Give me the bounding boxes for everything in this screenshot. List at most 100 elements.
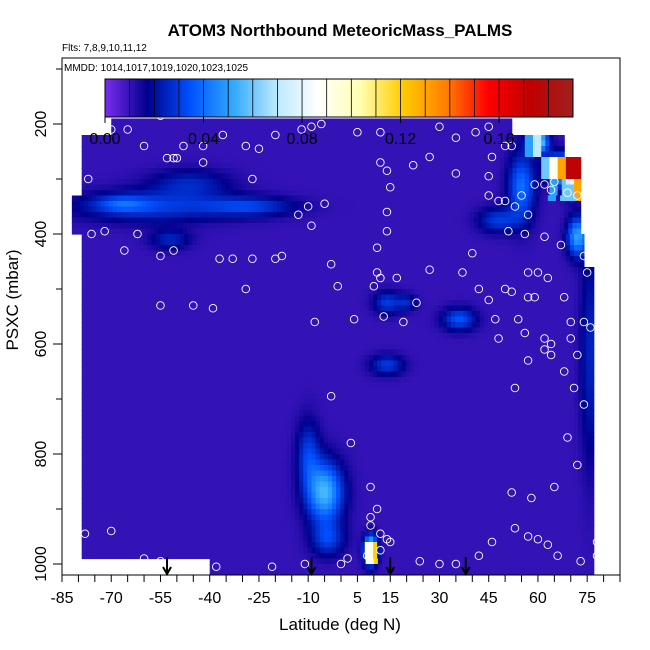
heatmap-cell (455, 184, 460, 191)
heatmap-cell (561, 316, 567, 323)
heatmap-cell (553, 239, 559, 246)
heatmap-cell (424, 212, 430, 219)
heatmap-cell (291, 124, 297, 131)
heatmap-cell (307, 140, 313, 147)
heatmap-cell (155, 327, 161, 334)
heatmap-cell (315, 289, 321, 296)
heatmap-cell (455, 338, 460, 345)
heatmap-cell (364, 267, 370, 274)
heatmap-cell (122, 151, 128, 158)
heatmap-cell (208, 289, 214, 296)
heatmap-cell (315, 267, 321, 274)
heatmap-cell (356, 267, 362, 274)
heatmap-cell (364, 234, 370, 241)
heatmap-cell (130, 234, 136, 241)
heatmap-cell (561, 338, 567, 345)
heatmap-cell (155, 239, 161, 246)
heatmap-cell (307, 316, 313, 323)
heatmap-cell (479, 140, 485, 147)
heatmap-cell (578, 245, 583, 252)
heatmap-cell (249, 278, 255, 285)
heatmap-cell (389, 267, 395, 274)
heatmap-cell (151, 190, 157, 197)
heatmap-cell (114, 316, 120, 323)
heatmap-cell (385, 305, 391, 312)
heatmap-cell (569, 157, 575, 164)
heatmap-cell (426, 151, 432, 158)
heatmap-cell (502, 217, 508, 224)
heatmap-cell (450, 135, 456, 142)
heatmap-cell (455, 129, 461, 136)
heatmap-cell (135, 311, 140, 318)
heatmap-cell (241, 278, 247, 285)
heatmap-cell (319, 157, 325, 164)
heatmap-cell (116, 206, 122, 213)
heatmap-cell (549, 256, 555, 263)
heatmap-cell (110, 333, 116, 340)
heatmap-cell (475, 234, 481, 241)
heatmap-cell (408, 212, 413, 219)
heatmap-cell (299, 234, 304, 241)
heatmap-cell (122, 322, 128, 329)
heatmap-cell (422, 151, 427, 158)
heatmap-cell (527, 217, 532, 224)
heatmap-cell (491, 261, 497, 268)
heatmap-cell (311, 338, 317, 345)
heatmap-cell (170, 195, 176, 202)
heatmap-cell (510, 228, 516, 235)
heatmap-cell (342, 223, 348, 230)
heatmap-cell (397, 278, 403, 285)
heatmap-cell (430, 135, 436, 142)
heatmap-cell (393, 245, 399, 252)
heatmap-cell (295, 184, 300, 191)
heatmap-cell (377, 316, 382, 323)
heatmap-cell (229, 135, 235, 142)
heatmap-cell (270, 239, 276, 246)
heatmap-cell (153, 223, 159, 230)
heatmap-cell (422, 283, 427, 290)
heatmap-cell (459, 157, 464, 164)
heatmap-cell (438, 261, 444, 268)
heatmap-cell (212, 300, 218, 307)
heatmap-cell (151, 173, 157, 180)
heatmap-cell (553, 316, 559, 323)
heatmap-cell (274, 151, 280, 158)
heatmap-cell (278, 272, 284, 279)
heatmap-cell (424, 195, 430, 202)
heatmap-cell (434, 190, 440, 197)
heatmap-cell (270, 261, 276, 268)
heatmap-cell (295, 151, 300, 158)
heatmap-cell (264, 212, 270, 219)
heatmap-cell (492, 129, 498, 136)
heatmap-cell (545, 283, 551, 290)
heatmap-cell (487, 311, 493, 318)
heatmap-cell (274, 322, 280, 329)
heatmap-cell (258, 245, 263, 252)
heatmap-cell (426, 250, 432, 257)
heatmap-cell (336, 157, 341, 164)
heatmap-cell (450, 322, 456, 329)
heatmap-cell (126, 151, 132, 158)
heatmap-cell (590, 305, 595, 312)
heatmap-cell (143, 327, 148, 334)
heatmap-cell (319, 140, 325, 147)
heatmap-cell (336, 338, 341, 345)
heatmap-cell (381, 162, 386, 169)
heatmap-cell (96, 201, 102, 208)
heatmap-cell (208, 245, 214, 252)
heatmap-cell (340, 267, 345, 274)
heatmap-cell (295, 338, 300, 345)
heatmap-cell (459, 140, 464, 147)
heatmap-cell (432, 223, 438, 230)
heatmap-cell (200, 239, 206, 246)
heatmap-cell (258, 190, 263, 197)
heatmap-cell (397, 289, 403, 296)
heatmap-cell (553, 267, 559, 274)
heatmap-cell (182, 201, 188, 208)
heatmap-cell (196, 256, 202, 263)
heatmap-cell (200, 322, 206, 329)
heatmap-cell (143, 344, 148, 351)
heatmap-cell (569, 327, 575, 334)
heatmap-cell (383, 217, 389, 224)
heatmap-cell (121, 217, 126, 224)
